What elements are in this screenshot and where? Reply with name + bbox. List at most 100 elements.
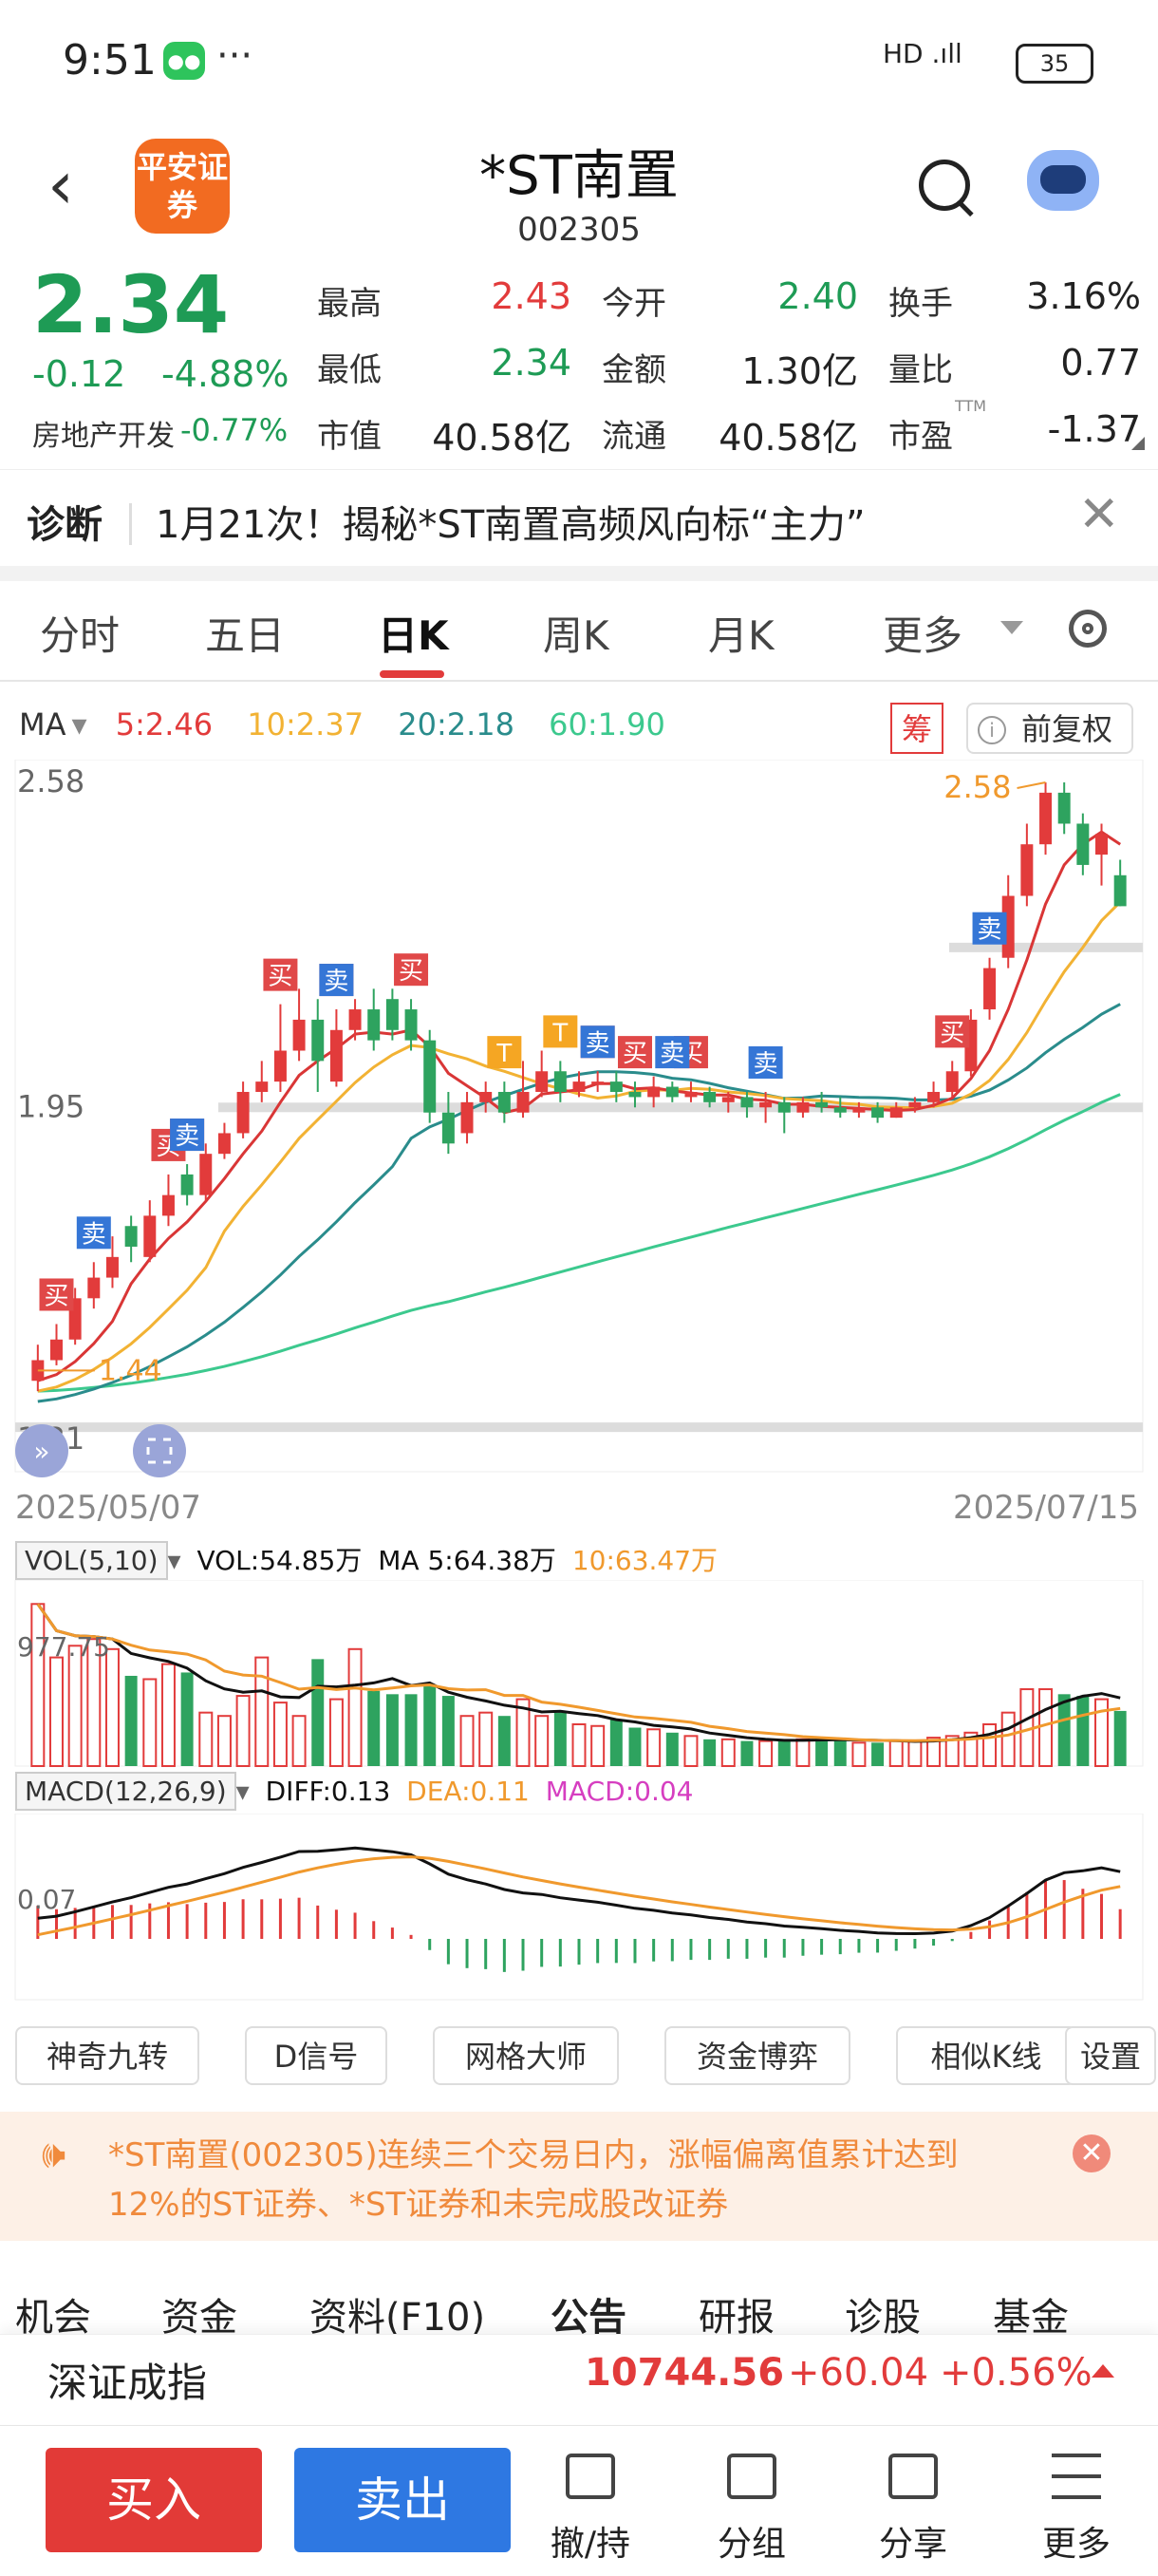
t-marker-bg [487, 1036, 522, 1069]
tool-grid-master[interactable]: 网格大师 [433, 2026, 619, 2085]
candle [796, 1101, 810, 1113]
candle [311, 1019, 325, 1062]
subtab-funds[interactable]: 资金 [161, 2296, 237, 2340]
more-label[interactable]: 更多 [1041, 2525, 1111, 2564]
candle [143, 1215, 157, 1257]
vol-ratio-value: 0.77 [1060, 342, 1141, 384]
candle [31, 1360, 45, 1382]
vol-ma5: MA 5:64.38万 [378, 1545, 556, 1576]
adjust-mode-button[interactable]: 前复权 [966, 703, 1133, 754]
amount-value: 1.30亿 [741, 350, 858, 392]
cancel-hold-icon[interactable] [566, 2454, 615, 2499]
caret-down-icon[interactable]: ▾ [235, 1776, 250, 1807]
diagnosis-banner[interactable] [0, 469, 1158, 565]
kline-chart[interactable]: 买买买买买买买买买买卖卖卖卖卖卖卖TT2.581.951.312.581.44» [0, 760, 1158, 1481]
fullscreen-icon [133, 1424, 186, 1477]
macd-value: MACD:0.04 [545, 1776, 694, 1807]
subtab-announcement[interactable]: 公告 [551, 2296, 626, 2340]
volume-bar [328, 1698, 344, 1767]
volume-indicator-select[interactable]: VOL(5,10) [15, 1541, 168, 1580]
macd-indicator-select[interactable]: MACD(12,26,9) [15, 1772, 236, 1811]
sell-marker: 卖 [978, 916, 1002, 945]
back-button[interactable]: ‹ [47, 146, 74, 224]
date-start-label: 2025/05/07 [15, 1489, 201, 1527]
candle [479, 1091, 493, 1102]
volume-bar [311, 1659, 325, 1766]
volume-bar [703, 1739, 717, 1766]
sell-button[interactable]: 卖出 [294, 2448, 511, 2552]
group-label[interactable]: 分组 [717, 2525, 786, 2564]
tab-intraday[interactable]: 分时 [40, 612, 121, 659]
tool-settings[interactable]: 设置 [1065, 2026, 1156, 2085]
pe-ttm-sup: TTM [955, 397, 987, 415]
chip-distribution-button[interactable]: 筹 [890, 703, 943, 754]
index-ticker-bar[interactable] [0, 2334, 1158, 2424]
candle [759, 1101, 773, 1108]
volume-bar [926, 1737, 942, 1768]
support-band [15, 1422, 1143, 1433]
close-icon[interactable]: ✕ [1073, 2134, 1111, 2172]
sector-name[interactable]: 房地产开发 [32, 420, 175, 453]
close-icon[interactable]: ✕ [1078, 486, 1120, 543]
volume-bar [777, 1740, 791, 1766]
subtab-fund[interactable]: 基金 [993, 2296, 1069, 2340]
chevron-down-icon[interactable] [1000, 621, 1023, 634]
max-price-marker: 2.58 [943, 769, 1011, 805]
cancel-hold-label[interactable]: 撤/持 [550, 2525, 631, 2564]
subtab-f10[interactable]: 资料(F10) [309, 2296, 486, 2340]
buy-button[interactable]: 买入 [46, 2448, 262, 2552]
expand-corner-icon[interactable] [1131, 437, 1145, 450]
tab-monthly-k[interactable]: 月K [708, 612, 775, 659]
macd-chart[interactable]: 0.07 [0, 1814, 1158, 2003]
macd-diff: DIFF:0.13 [265, 1776, 391, 1807]
subtab-diagnosis[interactable]: 诊股 [845, 2296, 921, 2340]
volume-chart[interactable]: 977.75 [0, 1580, 1158, 1770]
folder-group-icon[interactable] [727, 2454, 776, 2499]
ma20-line [37, 1003, 1121, 1403]
subtab-research[interactable]: 研报 [699, 2296, 775, 2340]
volume-bar [590, 1724, 606, 1767]
volume-bar [423, 1685, 437, 1766]
diagnosis-divider [129, 503, 132, 545]
sell-marker-bg [170, 1119, 205, 1152]
more-dots-icon: ··· [216, 34, 253, 78]
volume-bar [291, 1715, 307, 1767]
price-change: -0.12 [32, 353, 126, 395]
low-label: 最低 [317, 351, 382, 389]
candle [497, 1091, 511, 1113]
subtab-opportunity[interactable]: 机会 [15, 2296, 91, 2340]
tab-weekly-k[interactable]: 周K [543, 612, 609, 659]
search-icon[interactable] [919, 160, 970, 211]
menu-icon[interactable] [1052, 2454, 1101, 2499]
volume-bar [385, 1694, 399, 1766]
buy-marker: 买 [268, 963, 292, 991]
volume-bar [1038, 1688, 1054, 1767]
ma-legend[interactable]: MA ▾ 5:2.46 10:2.37 20:2.18 60:1.90 [19, 706, 690, 743]
vol-ma10: 10:63.47万 [571, 1545, 719, 1576]
tool-similar-kline[interactable]: 相似K线 [896, 2026, 1076, 2085]
volume-bar [609, 1719, 623, 1766]
robot-assistant-icon[interactable] [1027, 150, 1099, 211]
volume-bar [254, 1656, 270, 1767]
share-icon[interactable] [888, 2454, 938, 2499]
t-marker: T [495, 1040, 512, 1068]
volume-bar [160, 1663, 176, 1767]
candle [441, 1112, 455, 1144]
ma20-value: 20:2.18 [398, 706, 514, 743]
tool-fund-game[interactable]: 资金博弈 [664, 2026, 850, 2085]
gear-icon[interactable] [1069, 610, 1107, 648]
diagnosis-text[interactable]: 1月21次！揭秘*ST南置高频风向标“主力” [156, 503, 866, 547]
stock-name: *ST南置 [479, 145, 679, 207]
macd-frame [14, 1814, 1144, 2001]
volume-bar [815, 1738, 829, 1766]
candle [161, 1194, 175, 1216]
share-label[interactable]: 分享 [878, 2525, 947, 2564]
tab-daily-k[interactable]: 日K [378, 612, 449, 659]
candle [404, 1009, 418, 1041]
pressure-band [218, 1102, 1143, 1113]
tool-magic-nine[interactable]: 神奇九转 [15, 2026, 199, 2085]
caret-down-icon[interactable]: ▾ [167, 1545, 181, 1576]
tool-d-signal[interactable]: D信号 [245, 2026, 387, 2085]
tab-five-day[interactable]: 五日 [205, 612, 286, 659]
tab-more[interactable]: 更多 [883, 612, 963, 659]
